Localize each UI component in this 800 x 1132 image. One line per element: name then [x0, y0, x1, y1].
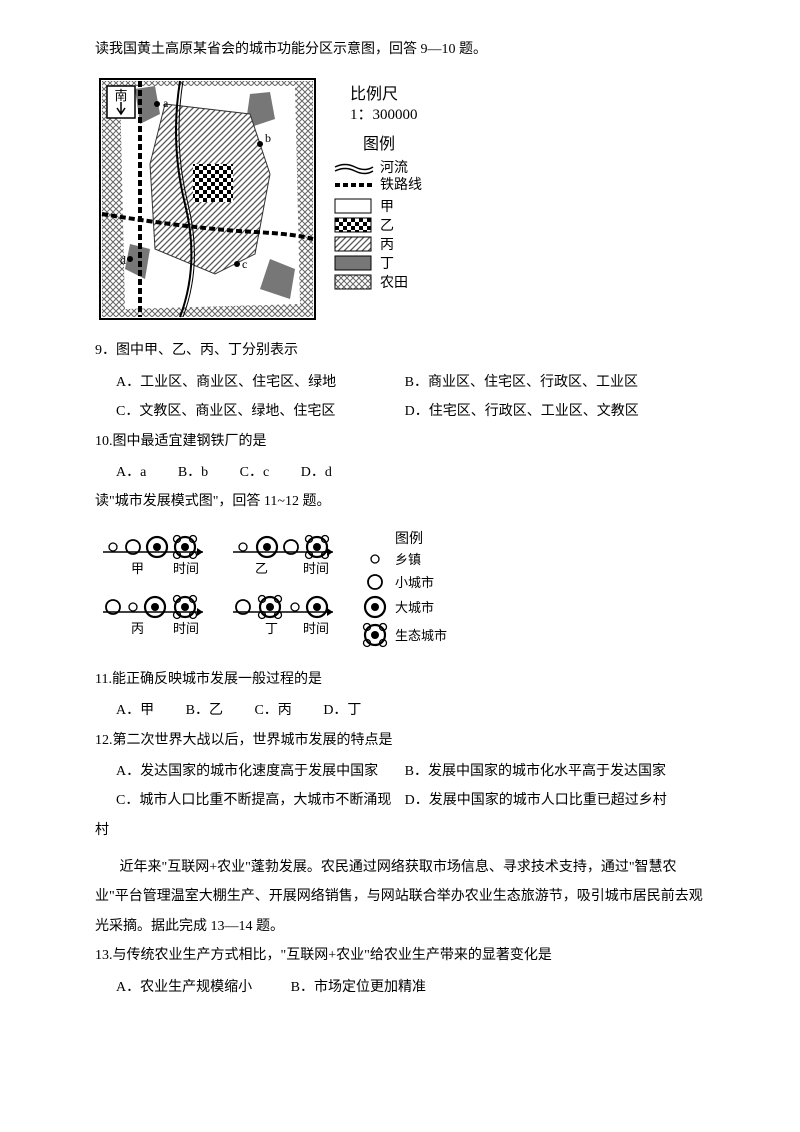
q12-d: D．发展中国家的城市人口比重已超过乡村	[405, 786, 690, 815]
q10-stem: 10.图中最适宜建钢铁厂的是	[95, 427, 710, 456]
scale-value: 1：300000	[350, 107, 418, 123]
q13-b: B．市场定位更加精准	[291, 973, 426, 1002]
svg-text:时间: 时间	[303, 561, 329, 576]
q12-c: C．城市人口比重不断提高，大城市不断涌现	[116, 786, 401, 815]
q13-options: A．农业生产规模缩小 B．市场定位更加精准	[95, 973, 710, 1002]
q9-stem: 9．图中甲、乙、丙、丁分别表示	[95, 336, 710, 365]
q9-a: A．工业区、商业区、住宅区、绿地	[116, 368, 401, 397]
q10-b: B．b	[178, 458, 208, 487]
q13-stem: 13.与传统农业生产方式相比，"互联网+农业"给农业生产带来的显著变化是	[95, 941, 710, 970]
svg-text:甲: 甲	[131, 561, 144, 576]
q9-options: A．工业区、商业区、住宅区、绿地 B．商业区、住宅区、行政区、工业区 C．文教区…	[95, 368, 710, 427]
svg-text:时间: 时间	[303, 621, 329, 636]
intro-text-1: 读我国黄土高原某省会的城市功能分区示意图，回答 9—10 题。	[95, 35, 710, 64]
svg-text:甲: 甲	[380, 200, 394, 215]
svg-text:d: d	[120, 253, 126, 267]
q11-d: D．丁	[323, 696, 361, 725]
q10-d: D．d	[301, 458, 332, 487]
q11-a: A．甲	[116, 696, 154, 725]
q10-a: A．a	[116, 458, 146, 487]
svg-text:丁: 丁	[380, 257, 394, 272]
q9-d: D．住宅区、行政区、工业区、文教区	[405, 397, 690, 426]
q12-options: A．发达国家的城市化速度高于发展中国家 B．发展中国家的城市化水平高于发达国家 …	[95, 757, 710, 816]
q13-a: A．农业生产规模缩小	[116, 973, 252, 1002]
svg-text:农田: 农田	[380, 275, 408, 291]
q11-stem: 11.能正确反映城市发展一般过程的是	[95, 665, 710, 694]
figure-city-zones: 南 a b c d 比例尺 1：300000 图例 河流 铁路线 甲 乙 丙 丁…	[95, 74, 710, 324]
figure-city-dev: 甲 时间 乙 时间 丙 时间 丁 时间 图例 乡镇 小城市 大城市 生态城市	[95, 527, 710, 653]
svg-text:丁: 丁	[265, 621, 278, 636]
svg-text:图例: 图例	[395, 531, 423, 547]
legend-title: 图例	[363, 135, 395, 153]
q10-options: A．a B．b C．c D．d	[95, 458, 710, 487]
svg-text:生态城市: 生态城市	[395, 628, 447, 643]
svg-text:时间: 时间	[173, 561, 199, 576]
q11-c: C．丙	[254, 696, 291, 725]
svg-text:大城市: 大城市	[395, 600, 434, 615]
svg-text:时间: 时间	[173, 621, 199, 636]
svg-text:c: c	[242, 257, 247, 271]
q9-c: C．文教区、商业区、绿地、住宅区	[116, 397, 401, 426]
svg-text:乡镇: 乡镇	[395, 552, 421, 567]
svg-text:a: a	[163, 96, 169, 110]
q12-b: B．发展中国家的城市化水平高于发达国家	[405, 757, 690, 786]
svg-text:小城市: 小城市	[395, 575, 434, 590]
q11-b: B．乙	[186, 696, 223, 725]
svg-text:乙: 乙	[255, 561, 268, 576]
arrow-label: 南	[114, 88, 127, 103]
svg-text:丙: 丙	[131, 621, 144, 636]
q9-b: B．商业区、住宅区、行政区、工业区	[405, 368, 690, 397]
svg-text:乙: 乙	[380, 218, 394, 234]
svg-text:b: b	[265, 131, 271, 145]
svg-text:丙: 丙	[380, 238, 394, 253]
q12-d-cont: 村	[95, 816, 710, 845]
scale-label: 比例尺	[350, 85, 398, 103]
svg-text:河流: 河流	[380, 160, 408, 176]
q10-c: C．c	[240, 458, 270, 487]
q11-options: A．甲 B．乙 C．丙 D．丁	[95, 696, 710, 725]
q12-a: A．发达国家的城市化速度高于发展中国家	[116, 757, 401, 786]
intro-text-2: 读"城市发展模式图"，回答 11~12 题。	[95, 487, 710, 516]
q12-stem: 12.第二次世界大战以后，世界城市发展的特点是	[95, 726, 710, 755]
intro-text-3: 近年来"互联网+农业"蓬勃发展。农民通过网络获取市场信息、寻求技术支持，通过"智…	[95, 853, 710, 941]
svg-text:铁路线: 铁路线	[380, 177, 422, 193]
